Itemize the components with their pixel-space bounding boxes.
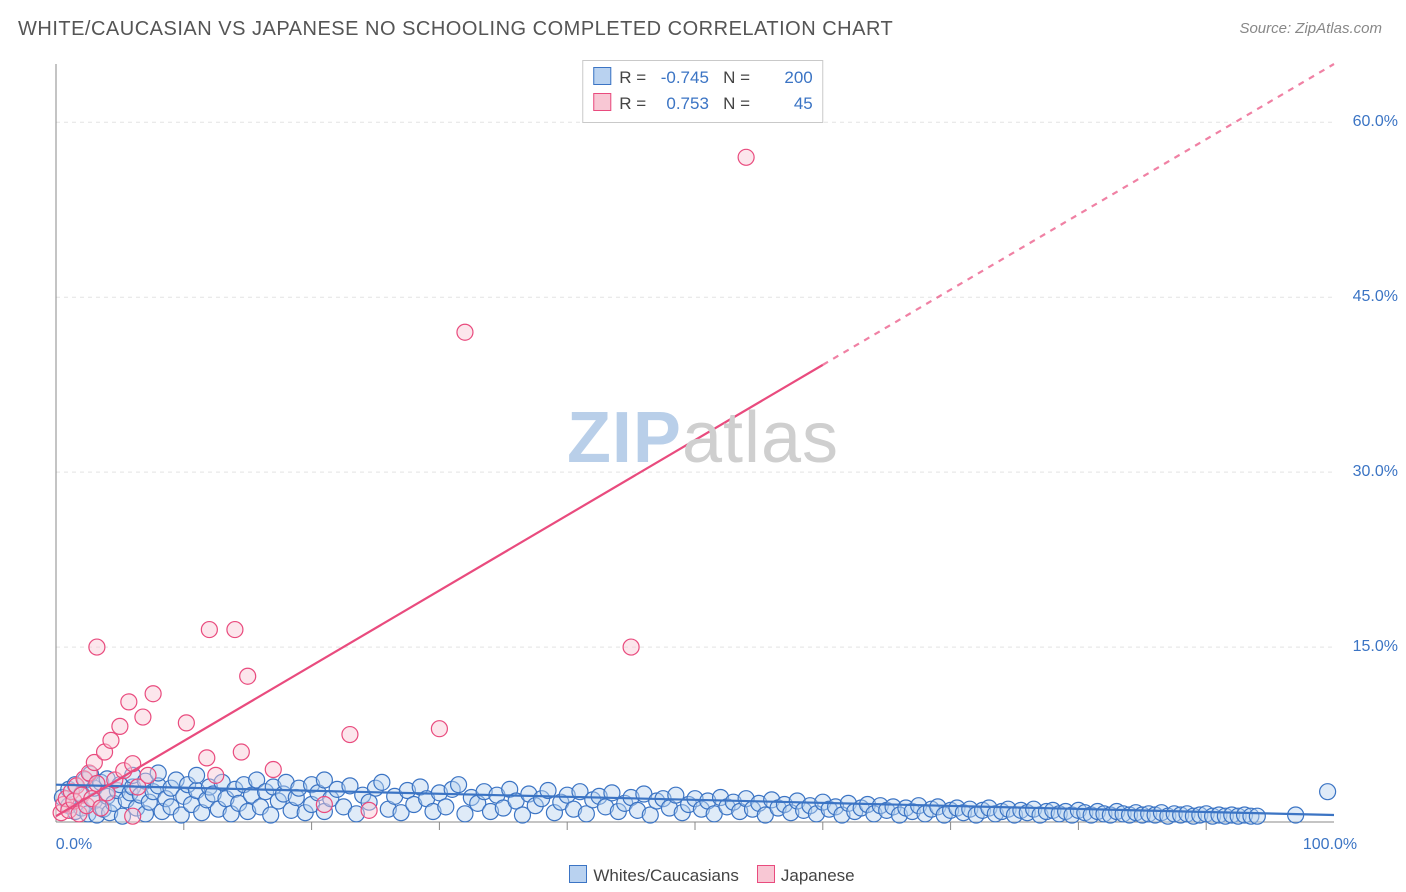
legend-bottom: Whites/Caucasians Japanese — [0, 865, 1406, 886]
y-tick-label: 45.0% — [1353, 288, 1398, 306]
legend-swatch — [593, 93, 611, 111]
r-value: -0.745 — [651, 65, 709, 91]
stats-row-blue: R = -0.745 N = 200 — [593, 65, 812, 91]
y-tick-label: 60.0% — [1353, 113, 1398, 131]
n-value: 45 — [755, 91, 813, 117]
scatter-chart — [50, 58, 1340, 848]
n-value: 200 — [755, 65, 813, 91]
chart-title: WHITE/CAUCASIAN VS JAPANESE NO SCHOOLING… — [18, 18, 893, 41]
stats-legend-box: R = -0.745 N = 200R = 0.753 N = 45 — [582, 60, 823, 123]
x-tick-label: 0.0% — [56, 836, 92, 854]
y-tick-label: 30.0% — [1353, 463, 1398, 481]
plot-area — [50, 58, 1340, 848]
stats-row-pink: R = 0.753 N = 45 — [593, 91, 812, 117]
legend-swatch — [569, 865, 587, 883]
x-tick-label: 100.0% — [1303, 836, 1357, 854]
legend-swatch — [757, 865, 775, 883]
source-label: Source: ZipAtlas.com — [1239, 20, 1382, 37]
legend-label: Whites/Caucasians — [593, 866, 739, 885]
y-tick-label: 15.0% — [1353, 638, 1398, 656]
r-value: 0.753 — [651, 91, 709, 117]
legend-swatch — [593, 67, 611, 85]
legend-label: Japanese — [781, 866, 855, 885]
